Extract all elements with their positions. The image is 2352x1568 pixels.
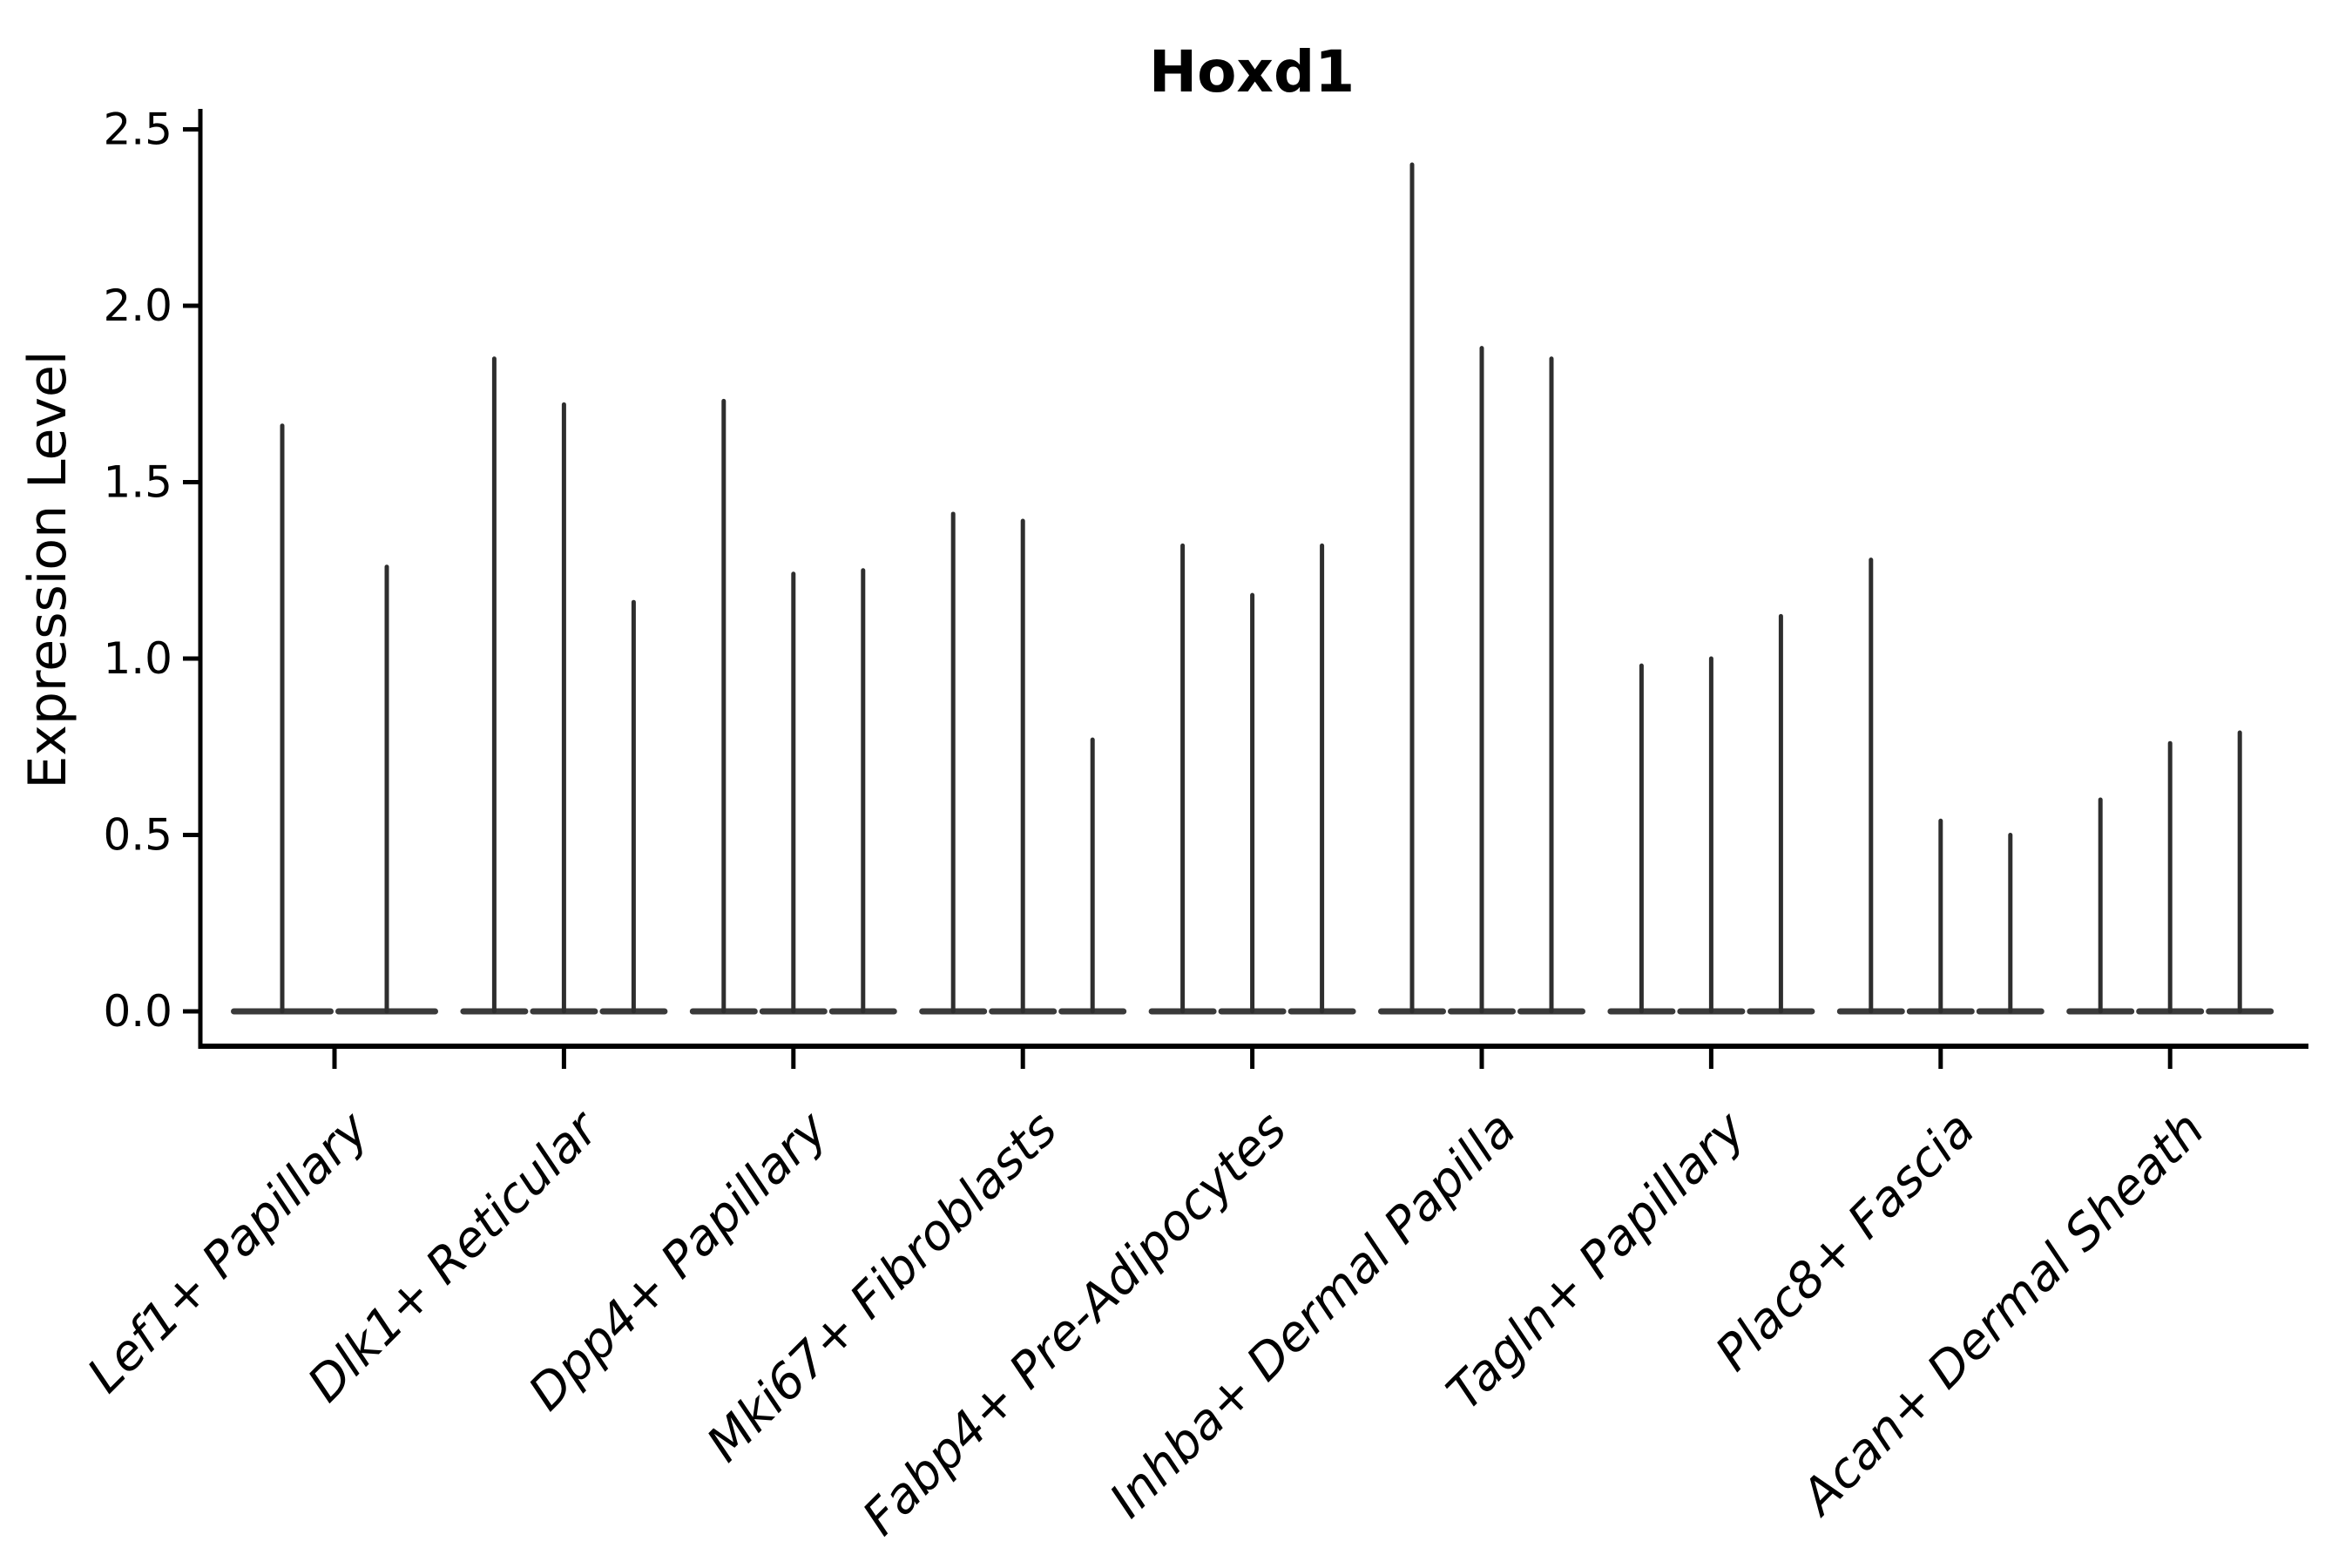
axes-layer [183,109,2308,1069]
y-axis-label: Expression Level [17,350,78,788]
x-category-label: Acan+ Dermal Sheath [1789,1101,2215,1527]
y-tick-label: 0.5 [103,810,172,861]
violins-layer [231,162,2274,1015]
y-tick-label: 1.5 [103,457,172,508]
x-category-label: Inhba+ Dermal Papilla [1099,1101,1527,1529]
chart-title: Hoxd1 [1149,38,1355,105]
y-tick-label: 1.0 [103,633,172,684]
y-tick-label: 2.5 [103,105,172,155]
x-category-label: Fabp4+ Pre-Adipocytes [852,1101,1297,1546]
y-tick-label: 0.0 [103,986,172,1037]
y-tick-label: 2.0 [103,280,172,331]
